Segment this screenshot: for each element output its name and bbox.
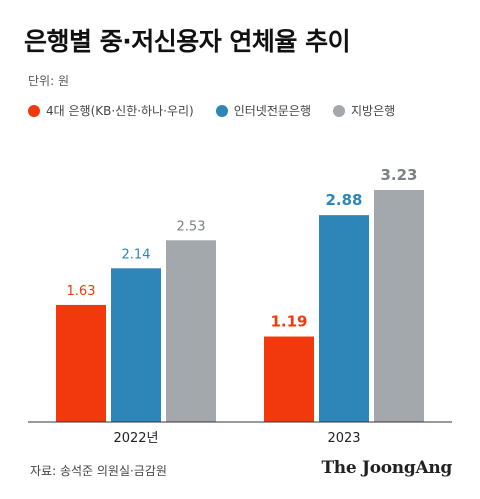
legend-label-big4: 4대 은행(KB·신한·하나·우리) xyxy=(46,104,194,118)
bar-0-0 xyxy=(56,304,106,422)
legend-swatch-internet xyxy=(215,104,228,117)
chart-title: 은행별 중·저신용자 연체율 추이 xyxy=(24,27,351,56)
bar-1-0 xyxy=(111,268,161,422)
legend-item-internet: 인터넷전문은행 xyxy=(215,102,311,119)
unit-label: 단위: 원 xyxy=(28,74,69,88)
x-tick-label-0: 2022년 xyxy=(113,431,158,446)
data-label-1-1: 2.88 xyxy=(325,191,362,209)
data-label-0-0: 1.63 xyxy=(67,284,96,299)
x-tick-label-1: 2023 xyxy=(327,431,360,446)
legend-swatch-big4 xyxy=(28,104,40,117)
legend-swatch-regional xyxy=(333,104,345,117)
publisher-logo: The JoongAng xyxy=(321,458,452,478)
source-note: 자료: 송석준 의원실·금감원 xyxy=(30,464,167,478)
bar-2-0 xyxy=(166,240,216,422)
legend-item-big4: 4대 은행(KB·신한·하나·우리) xyxy=(28,102,194,119)
data-label-1-0: 2.14 xyxy=(122,247,151,262)
bar-2-1 xyxy=(374,190,424,422)
data-label-2-1: 3.23 xyxy=(380,166,417,184)
data-label-2-0: 2.53 xyxy=(177,219,206,234)
bar-1-1 xyxy=(319,215,369,422)
legend-label-internet: 인터넷전문은행 xyxy=(233,104,311,118)
legend-label-regional: 지방은행 xyxy=(351,104,396,118)
legend-item-regional: 지방은행 xyxy=(333,102,395,119)
bar-0-1 xyxy=(264,336,314,422)
legend: 4대 은행(KB·신한·하나·우리) 인터넷전문은행 지방은행 xyxy=(28,102,395,119)
data-label-0-1: 1.19 xyxy=(270,313,307,331)
